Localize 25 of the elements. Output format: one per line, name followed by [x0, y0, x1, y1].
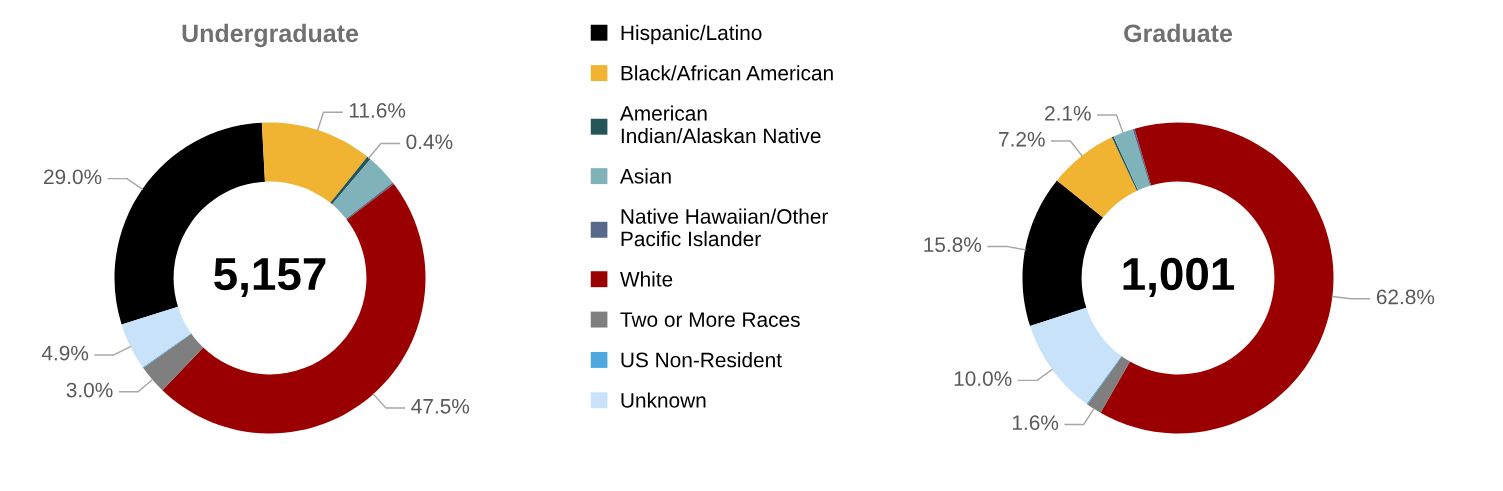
text: 5,157 [214, 258, 326, 297]
data-label: 10.0% [954, 371, 1012, 386]
data-label: 29.0% [44, 169, 102, 185]
chart-title: Undergraduate [182, 23, 359, 48]
data-label: 11.6% [349, 103, 406, 118]
legend-label: Asian [619, 168, 671, 184]
data-label: 4.9% [41, 345, 89, 361]
legend-label: American Indian/Alaskan Native [619, 105, 821, 144]
legend-label: Unknown [621, 392, 706, 408]
legend-label: Native Hawaiian/Other Pacific Islander [621, 208, 828, 247]
data-label: 7.2% [999, 131, 1045, 147]
data-label: 2.1% [1045, 105, 1091, 121]
legend-label: US Non-Resident [621, 352, 782, 368]
legend-label: Hispanic/Latino [621, 24, 762, 45]
chart-title: Graduate [1124, 23, 1233, 43]
data-label: 0.4% [406, 134, 453, 150]
text: 1,001 [1123, 257, 1235, 297]
legend-label: Black/African American [621, 65, 833, 81]
data-label: 15.8% [924, 237, 982, 253]
data-label: 47.5% [411, 398, 470, 414]
legend-label: Two or More Races [620, 312, 800, 328]
data-label: 62.8% [1376, 289, 1435, 305]
data-label: 3.0% [66, 382, 113, 398]
data-label: 1.6% [1012, 415, 1059, 431]
legend-label: White [620, 271, 673, 287]
